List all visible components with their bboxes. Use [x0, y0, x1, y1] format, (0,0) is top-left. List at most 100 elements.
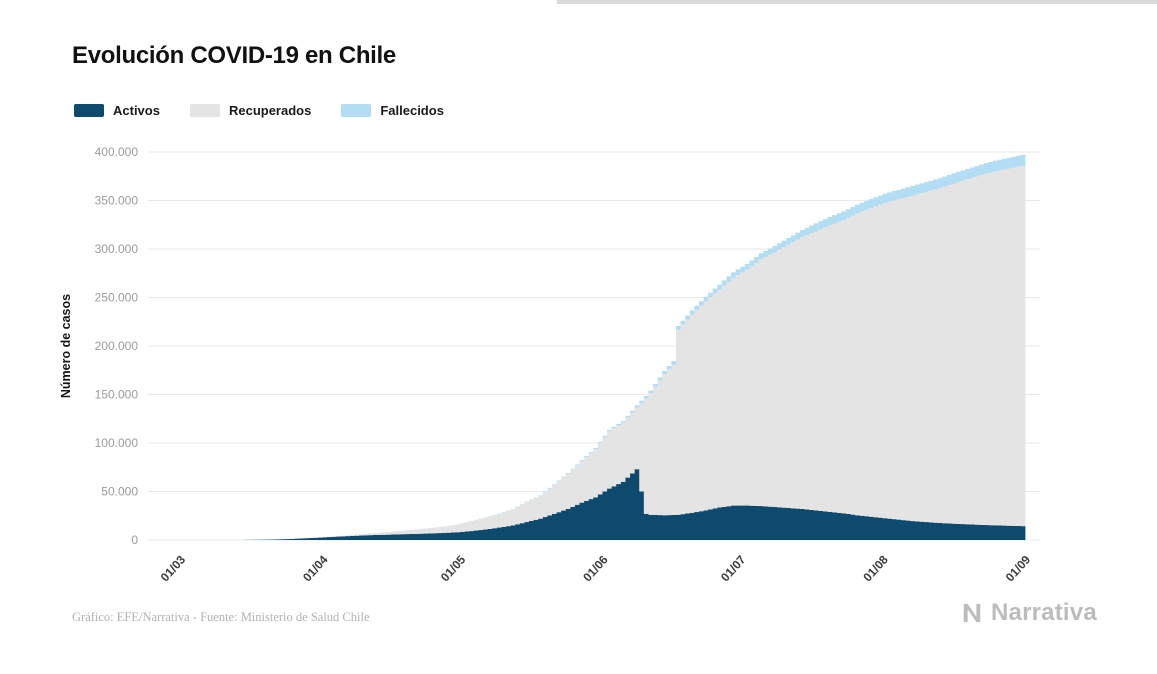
bar-recuperados [363, 533, 369, 536]
y-tick-label: 100.000 [95, 436, 139, 450]
bar-activos [1002, 525, 1008, 540]
bar-recuperados [781, 247, 787, 508]
bar-recuperados [634, 407, 640, 470]
bar-recuperados [377, 532, 383, 535]
bar-activos [625, 477, 631, 540]
bar-recuperados [648, 393, 654, 515]
bar-recuperados [579, 460, 585, 503]
bar-activos [891, 519, 897, 540]
bar-fallecidos [1006, 157, 1012, 169]
bar-activos [524, 522, 530, 540]
bar-activos [363, 535, 369, 540]
bar-activos [786, 507, 792, 540]
bar-activos [533, 519, 539, 540]
bar-activos [675, 514, 681, 540]
bar-recuperados [556, 481, 562, 513]
bar-fallecidos [855, 204, 861, 214]
bar-activos [868, 516, 874, 540]
chart-legend: Activos Recuperados Fallecidos [74, 103, 444, 118]
bar-activos [818, 510, 824, 540]
bar-recuperados [437, 527, 443, 534]
bar-fallecidos [873, 197, 879, 207]
bar-recuperados [487, 516, 493, 529]
bar-recuperados [790, 242, 796, 509]
chart-title: Evolución COVID-19 en Chile [72, 42, 396, 69]
bar-activos [1015, 525, 1021, 540]
bar-recuperados [492, 515, 498, 529]
bar-activos [630, 473, 636, 540]
legend-item-fallecidos: Fallecidos [341, 103, 444, 118]
y-tick-label: 300.000 [95, 242, 139, 256]
bar-recuperados [767, 254, 773, 507]
bar-activos [781, 507, 787, 540]
bar-activos [593, 497, 599, 540]
bar-activos [368, 535, 374, 540]
bar-recuperados [473, 520, 479, 531]
bar-fallecidos [887, 192, 893, 202]
bar-activos [303, 538, 309, 540]
bar-recuperados [662, 374, 668, 516]
bar-activos [956, 523, 962, 540]
bar-recuperados [565, 473, 571, 509]
bar-recuperados [887, 201, 893, 519]
bar-recuperados [901, 198, 906, 521]
bar-fallecidos [708, 292, 714, 298]
bar-recuperados [405, 530, 411, 535]
bar-fallecidos [749, 260, 755, 267]
bar-activos [446, 532, 452, 540]
bar-fallecidos [1002, 158, 1008, 170]
bar-recuperados [395, 531, 401, 535]
bar-activos [423, 533, 429, 540]
bar-activos [308, 538, 314, 540]
bar-fallecidos [781, 240, 787, 248]
bar-activos [317, 537, 323, 540]
bar-fallecidos [795, 232, 801, 240]
bar-activos [758, 506, 764, 540]
bar-activos [391, 534, 397, 540]
bar-activos [680, 514, 686, 540]
bar-activos [942, 523, 948, 540]
legend-label-fallecidos: Fallecidos [380, 103, 444, 118]
bar-activos [960, 524, 966, 540]
bar-activos [712, 508, 718, 540]
bar-recuperados [708, 297, 714, 510]
bar-fallecidos [841, 211, 847, 220]
bar-recuperados [703, 301, 709, 511]
bar-activos [322, 537, 328, 540]
bar-activos [510, 525, 516, 540]
bar-recuperados [799, 236, 805, 509]
bar-activos [983, 525, 989, 540]
y-axis-title: Número de casos [59, 294, 73, 398]
bar-recuperados [524, 502, 530, 523]
bar-activos [777, 507, 783, 540]
bar-recuperados [694, 310, 700, 513]
bar-activos [790, 508, 796, 540]
bar-activos [694, 512, 700, 540]
bar-recuperados [726, 281, 732, 507]
bar-activos [841, 513, 847, 540]
bar-fallecidos [717, 284, 723, 290]
bar-activos [698, 511, 704, 540]
window-edge-artifact [557, 0, 1157, 4]
bar-recuperados [671, 364, 677, 515]
bar-recuperados [450, 525, 456, 533]
bar-activos [561, 510, 567, 540]
bar-fallecidos [735, 269, 741, 276]
bar-recuperados [873, 206, 879, 518]
bar-activos [914, 521, 920, 540]
narrativa-logo: Narrativa [960, 599, 1097, 627]
bar-activos [882, 518, 888, 540]
bar-recuperados [818, 229, 824, 511]
bar-recuperados [914, 194, 920, 522]
bar-fallecidos [988, 162, 994, 173]
bar-activos [620, 481, 626, 540]
bar-recuperados [611, 428, 617, 487]
bar-activos [409, 533, 415, 540]
bar-recuperados [804, 235, 810, 510]
bar-activos [703, 510, 709, 540]
bar-activos [359, 535, 365, 540]
bar-fallecidos [616, 424, 622, 426]
bar-recuperados [1006, 168, 1012, 526]
bar-activos [997, 525, 1003, 540]
bar-activos [643, 513, 649, 540]
